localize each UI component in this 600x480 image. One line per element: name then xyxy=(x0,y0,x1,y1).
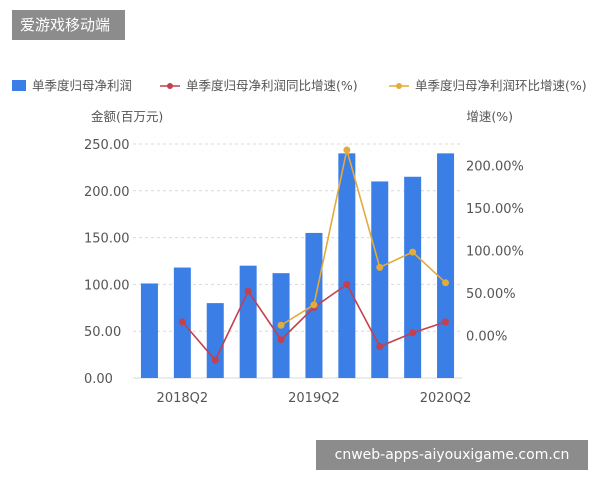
left-tick-label: 200.00 xyxy=(84,185,130,200)
bar xyxy=(437,153,455,378)
left-axis-ticks: 0.00 50.00 100.00 150.00 200.00 250.00 xyxy=(84,138,130,387)
qoq-point xyxy=(409,248,417,256)
bar xyxy=(404,176,422,378)
qoq-point xyxy=(442,279,450,287)
qoq-point xyxy=(376,263,384,271)
right-axis-title: 增速(%) xyxy=(466,109,513,124)
legend-bar-swatch xyxy=(12,80,26,91)
bar xyxy=(371,181,389,378)
qoq-point xyxy=(310,301,318,309)
bar xyxy=(338,153,356,378)
yoy-point xyxy=(442,318,450,326)
yoy-point xyxy=(211,356,219,364)
x-axis-ticks: 2018Q2 2019Q2 2020Q2 xyxy=(157,391,472,406)
watermark-badge: cnweb-apps-aiyouxigame.com.cn xyxy=(316,440,588,470)
left-tick-label: 250.00 xyxy=(84,138,130,153)
bar xyxy=(206,303,224,378)
bar xyxy=(140,283,158,378)
left-tick-label: 150.00 xyxy=(84,232,130,247)
legend: 单季度归母净利润 单季度归母净利润同比增速(%) 单季度归母净利润环比增速(%) xyxy=(12,78,587,93)
qoq-point xyxy=(343,146,351,154)
legend-marker xyxy=(167,83,173,89)
yoy-point xyxy=(277,336,285,344)
left-axis-title: 金额(百万元) xyxy=(91,109,163,124)
bar-series xyxy=(140,153,455,378)
app-badge: 爱游戏移动端 xyxy=(12,10,125,40)
right-tick-label: 100.00% xyxy=(466,244,524,259)
x-tick-label: 2019Q2 xyxy=(288,391,340,406)
x-tick-label: 2018Q2 xyxy=(157,391,209,406)
legend-marker xyxy=(396,83,402,89)
right-axis-ticks: 0.00% 50.00% 100.00% 150.00% 200.00% xyxy=(466,159,524,344)
yoy-point xyxy=(409,329,417,337)
bar xyxy=(239,265,257,378)
qoq-line xyxy=(280,149,447,326)
legend-label: 单季度归母净利润同比增速(%) xyxy=(186,78,358,93)
yoy-point xyxy=(343,280,351,288)
line-series xyxy=(178,146,450,364)
yoy-point xyxy=(178,318,186,326)
left-tick-label: 50.00 xyxy=(84,325,121,340)
yoy-point xyxy=(244,287,252,295)
legend-label: 单季度归母净利润环比增速(%) xyxy=(415,78,587,93)
right-tick-label: 150.00% xyxy=(466,202,524,217)
x-tick-label: 2020Q2 xyxy=(420,391,472,406)
left-tick-label: 0.00 xyxy=(84,372,113,387)
legend-label: 单季度归母净利润 xyxy=(32,78,132,93)
right-tick-label: 50.00% xyxy=(466,287,516,302)
left-tick-label: 100.00 xyxy=(84,278,130,293)
right-tick-label: 0.00% xyxy=(466,329,507,344)
yoy-point xyxy=(376,343,384,351)
right-tick-label: 200.00% xyxy=(466,159,524,174)
qoq-point xyxy=(277,321,285,329)
